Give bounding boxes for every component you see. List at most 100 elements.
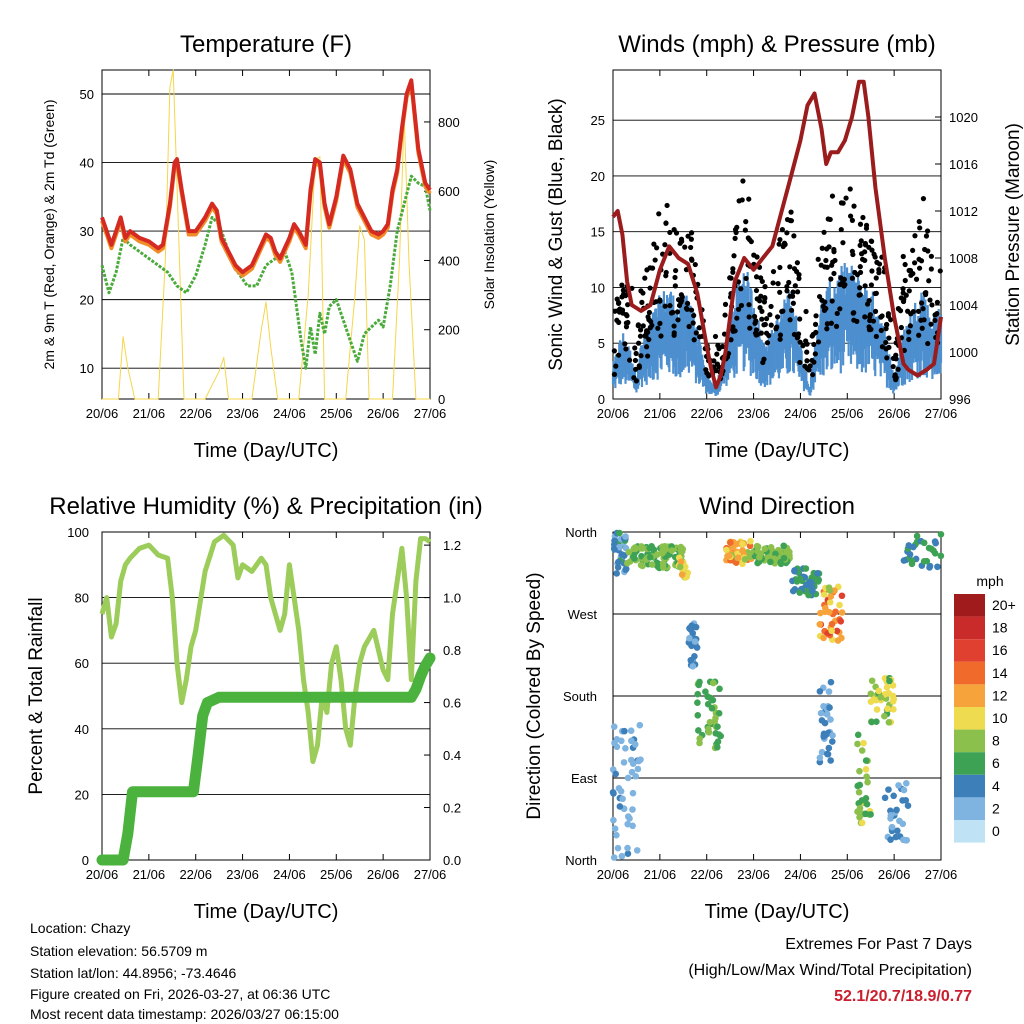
gust-point [858, 238, 864, 244]
gust-point [616, 319, 622, 325]
direction-point [816, 754, 824, 762]
gust-point [857, 292, 863, 298]
y2-tick-label: 200 [438, 323, 460, 338]
colorbar-swatch [954, 661, 985, 685]
direction-point [937, 530, 945, 538]
y2-tick-label: 1008 [949, 251, 978, 266]
gust-point [876, 261, 883, 267]
direction-point [704, 700, 712, 708]
direction-point [889, 698, 897, 705]
gust-point [790, 289, 796, 295]
x-tick-label: 24/06 [784, 406, 817, 421]
gust-point [770, 280, 776, 286]
gust-point [813, 329, 819, 335]
direction-point [636, 721, 644, 729]
x-tick-label: 26/06 [878, 406, 911, 421]
gust-point [675, 317, 681, 323]
gust-point [922, 246, 928, 253]
direction-point [777, 560, 785, 568]
gust-point [857, 285, 863, 291]
direction-point [928, 545, 935, 553]
gust-point [921, 317, 927, 323]
direction-point [756, 553, 763, 561]
y-tick-label: East [571, 771, 597, 786]
gust-point [646, 309, 653, 316]
gust-point [759, 316, 765, 322]
series-line-green [100, 174, 432, 370]
gust-point [843, 195, 849, 201]
gust-point [673, 267, 679, 274]
y-tick-label: North [565, 853, 597, 868]
direction-point [814, 569, 821, 577]
gust-point [753, 318, 759, 324]
gust-point [615, 352, 622, 358]
direction-point [822, 604, 829, 612]
direction-point [738, 540, 746, 548]
gust-point [762, 294, 768, 301]
gust-point [810, 372, 816, 378]
direction-point [832, 608, 839, 616]
direction-point [617, 787, 625, 795]
gust-point [690, 320, 696, 326]
direction-point [822, 731, 830, 738]
x-tick-label: 24/06 [273, 867, 306, 882]
gust-point [623, 320, 629, 326]
gust-point [866, 297, 872, 304]
gust-point [740, 178, 746, 184]
gust-point [777, 264, 783, 271]
gust-point [838, 226, 844, 233]
gust-point [900, 298, 907, 305]
gust-point [819, 245, 825, 251]
gust-point [925, 340, 931, 347]
x-axis-label: Time (Day/UTC) [194, 440, 339, 462]
gust-point [902, 261, 908, 268]
y2-tick-label: 1020 [949, 110, 978, 125]
gust-point [644, 267, 650, 273]
gust-point [751, 252, 757, 258]
direction-point [632, 545, 639, 553]
gust-point [731, 253, 737, 259]
colorbar-label: 16 [992, 642, 1008, 658]
gust-point [745, 235, 751, 241]
y-axis-label: 2m & 9m T (Red, Orange) & 2m Td (Green) [41, 100, 57, 370]
direction-point [614, 844, 622, 852]
direction-point [633, 847, 641, 854]
gust-point [671, 332, 677, 338]
direction-point [854, 731, 862, 739]
direction-point [937, 552, 945, 560]
direction-point [624, 559, 631, 567]
gust-point [637, 333, 644, 339]
direction-point [691, 638, 699, 645]
gust-point [829, 262, 835, 268]
gust-point [657, 320, 663, 326]
gust-point [897, 308, 904, 314]
direction-point [868, 677, 876, 685]
direction-point [824, 750, 832, 758]
gust-point [883, 339, 889, 346]
x-tick-label: 23/06 [226, 867, 259, 882]
x-tick-label: 20/06 [86, 406, 119, 421]
gust-point [688, 236, 694, 242]
direction-point [629, 760, 637, 767]
direction-point [714, 738, 722, 745]
gust-point [841, 276, 847, 283]
direction-point [668, 547, 676, 554]
direction-point [629, 806, 636, 813]
gust-point [928, 321, 934, 327]
gust-point [782, 241, 788, 248]
colorbar-swatch [954, 752, 985, 775]
y2-tick-label: 0.4 [443, 748, 461, 763]
gust-point [937, 268, 943, 274]
gust-point [872, 308, 879, 314]
direction-point [900, 786, 908, 794]
gust-point [862, 240, 868, 247]
gust-point [639, 299, 645, 305]
gust-point [736, 198, 742, 204]
y-tick-label: 50 [80, 87, 94, 102]
gust-point [667, 229, 673, 236]
direction-point [611, 739, 618, 747]
x-tick-label: 25/06 [320, 867, 353, 882]
gust-point [888, 317, 894, 323]
info-recent: Most recent data timestamp: 2026/03/27 0… [30, 1006, 339, 1022]
direction-point [614, 564, 622, 571]
